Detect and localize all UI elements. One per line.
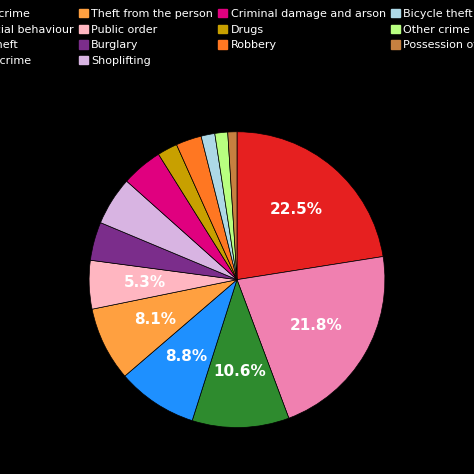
Legend: Violent crime, Anti-social behaviour, Other theft, Vehicle crime, Theft from the: Violent crime, Anti-social behaviour, Ot… — [0, 6, 474, 69]
Wedge shape — [125, 280, 237, 420]
Wedge shape — [100, 181, 237, 280]
Wedge shape — [158, 145, 237, 280]
Wedge shape — [177, 136, 237, 280]
Wedge shape — [91, 223, 237, 280]
Wedge shape — [228, 132, 237, 280]
Wedge shape — [89, 260, 237, 309]
Wedge shape — [237, 132, 383, 280]
Text: 8.1%: 8.1% — [134, 312, 176, 328]
Wedge shape — [237, 256, 385, 418]
Wedge shape — [127, 155, 237, 280]
Text: 21.8%: 21.8% — [290, 319, 343, 333]
Text: 22.5%: 22.5% — [270, 202, 323, 218]
Wedge shape — [201, 134, 237, 280]
Text: 5.3%: 5.3% — [124, 275, 166, 291]
Wedge shape — [192, 280, 289, 428]
Wedge shape — [92, 280, 237, 376]
Text: 10.6%: 10.6% — [213, 364, 266, 379]
Text: 8.8%: 8.8% — [165, 349, 208, 364]
Wedge shape — [215, 132, 237, 280]
